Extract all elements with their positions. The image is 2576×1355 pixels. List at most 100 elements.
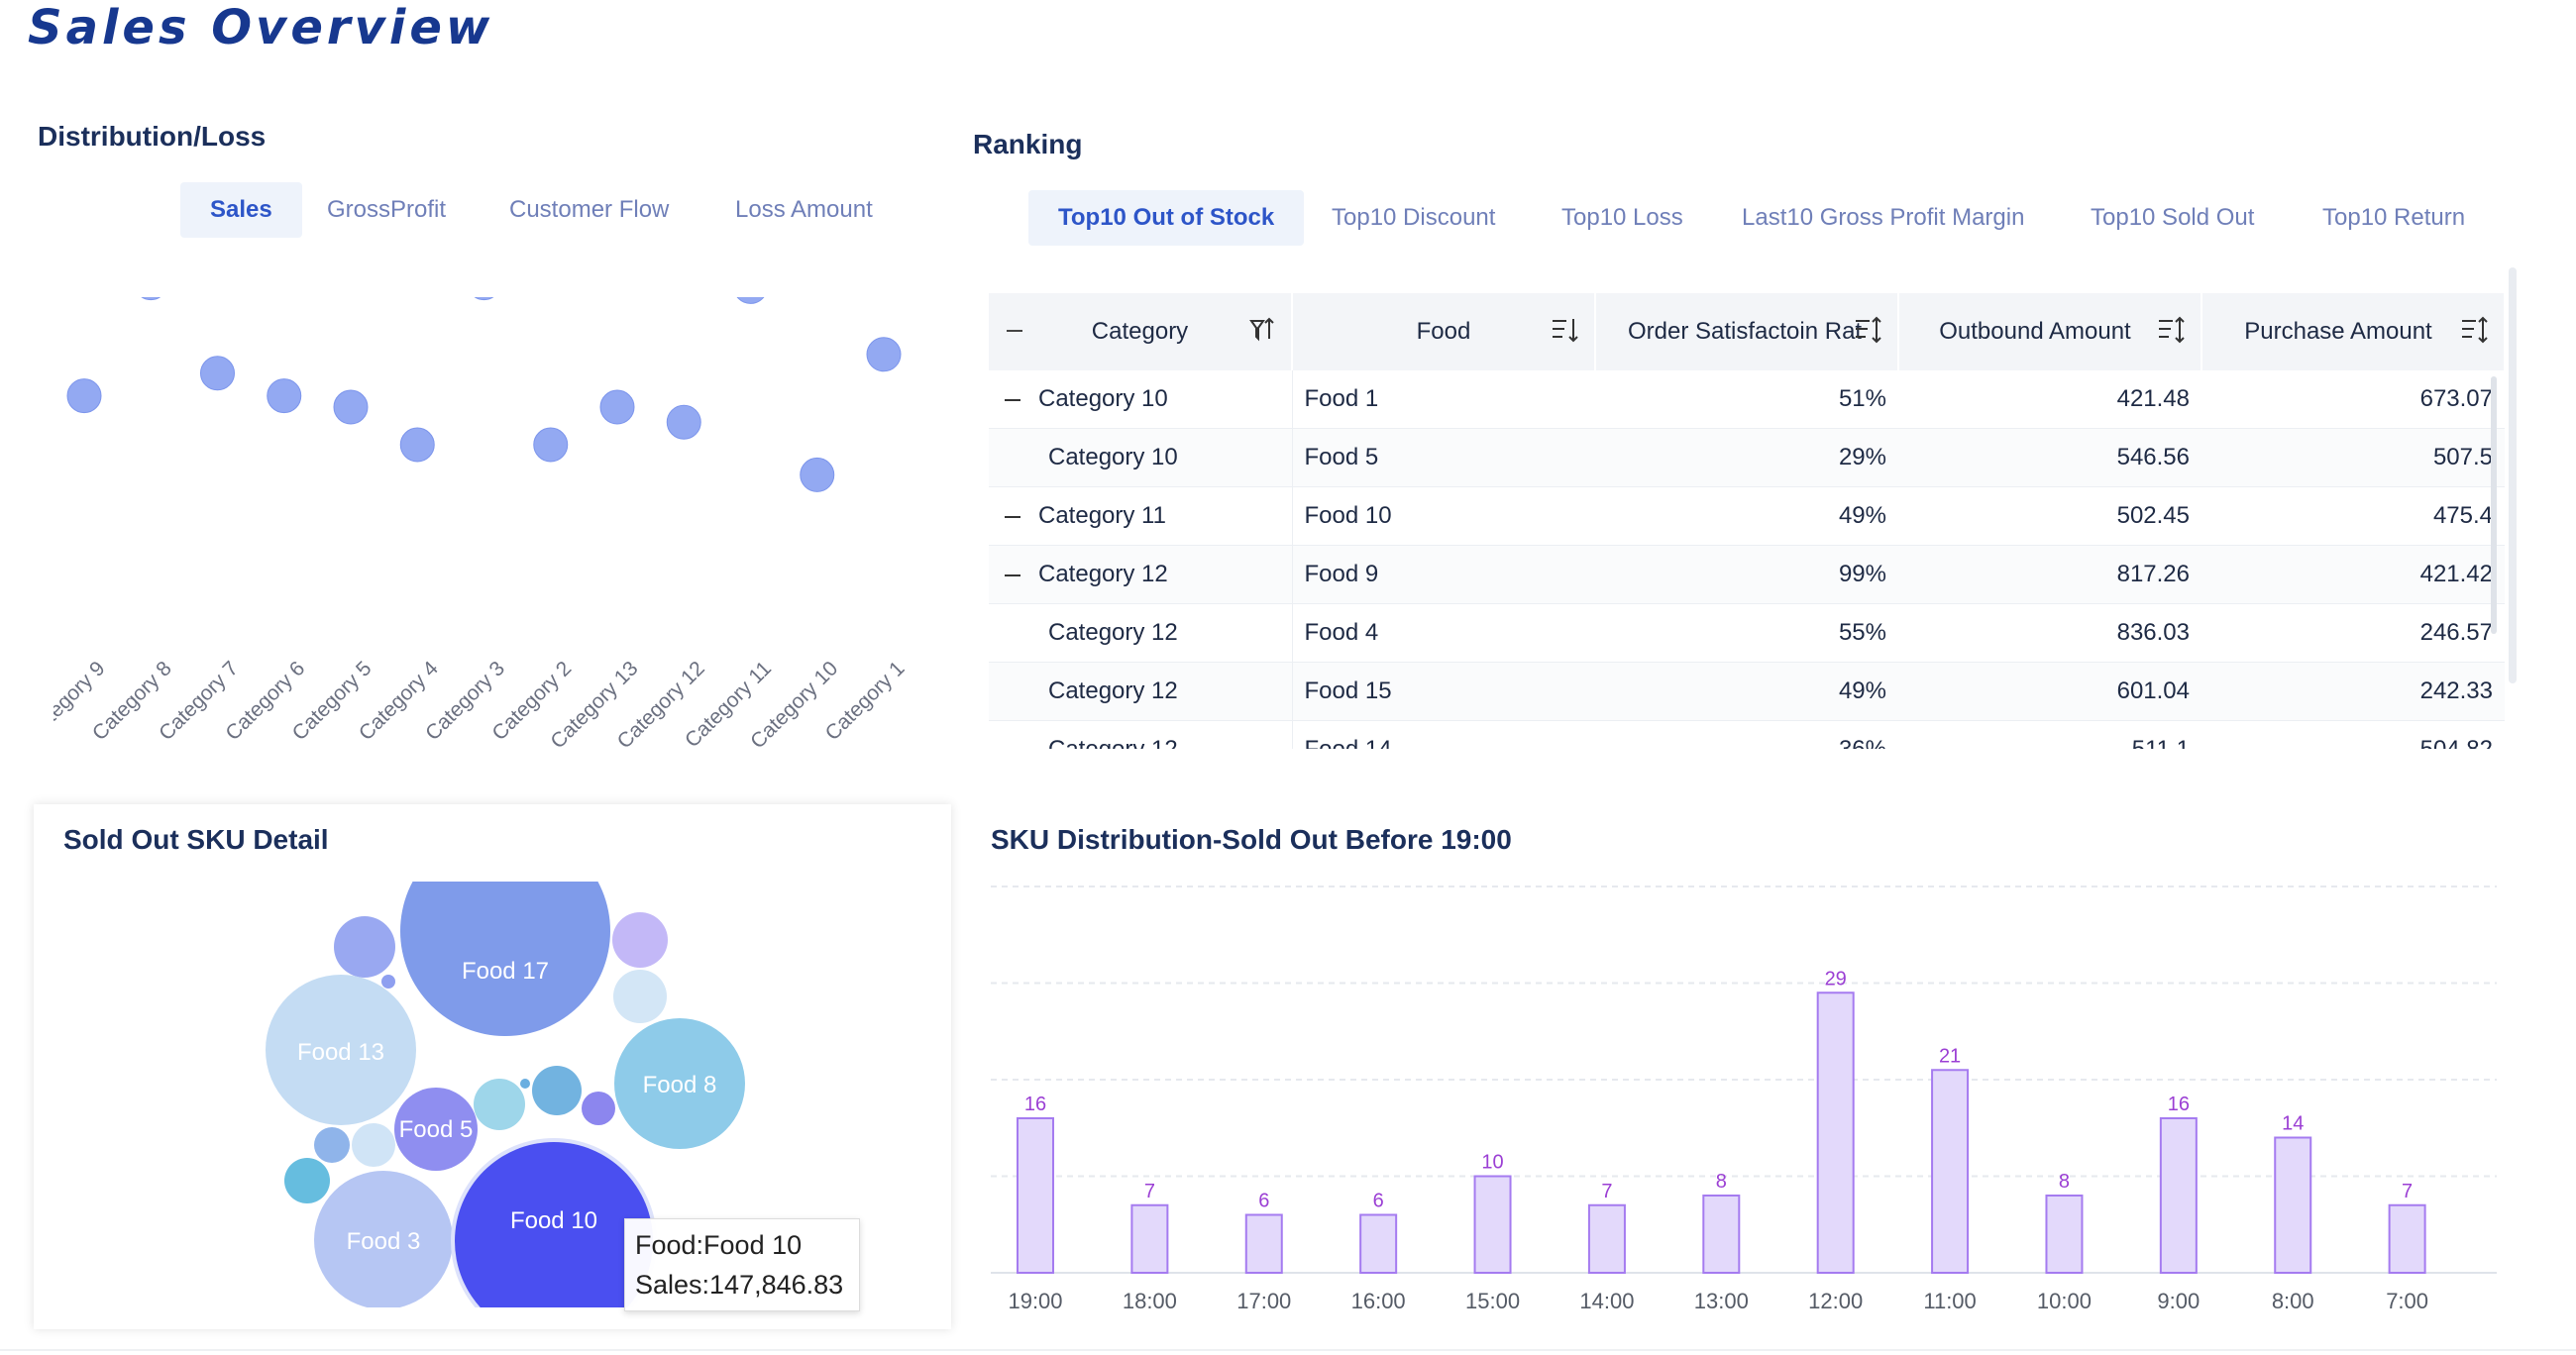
rate-text: 55%: [1838, 619, 1886, 646]
table-scrollbar[interactable]: [2491, 376, 2497, 634]
bubble[interactable]: [314, 1127, 350, 1163]
scatter-point[interactable]: [599, 389, 635, 425]
tab-top10-loss[interactable]: Top10 Loss: [1561, 204, 1683, 231]
rate-text: 51%: [1838, 385, 1886, 412]
x-tick-label: 15:00: [1465, 1289, 1520, 1313]
cell-outbound: 601.04: [1898, 662, 2201, 721]
tab-customer-flow[interactable]: Customer Flow: [509, 196, 670, 223]
cell-rate: 36%: [1595, 720, 1898, 749]
column-header-category[interactable]: Category: [989, 293, 1293, 370]
cell-food: Food 9: [1292, 545, 1595, 604]
scatter-point[interactable]: [200, 356, 235, 391]
tab-sales[interactable]: Sales: [180, 182, 302, 238]
bar[interactable]: [1359, 1213, 1398, 1274]
outbound-text: 421.48: [2116, 385, 2190, 412]
category-text: Category 11: [1038, 502, 1166, 529]
bar[interactable]: [2159, 1117, 2198, 1274]
bar[interactable]: [1587, 1203, 1626, 1274]
cell-category: Category 12: [989, 603, 1293, 663]
scatter-point[interactable]: [866, 337, 902, 372]
table-row[interactable]: Category 12 Food 9 99% 817.26 421.42: [989, 545, 2505, 604]
bar[interactable]: [1244, 1213, 1283, 1274]
scatter-point[interactable]: [468, 297, 501, 301]
cell-purchase: 246.57: [2201, 603, 2505, 663]
category-text: Category 12: [1048, 736, 1178, 749]
scatter-point[interactable]: [267, 378, 302, 414]
bubble-food-10[interactable]: [455, 1142, 653, 1307]
scatter-point[interactable]: [134, 297, 167, 301]
bubble[interactable]: [284, 1158, 330, 1203]
bar[interactable]: [2274, 1136, 2312, 1274]
food-text: Food 10: [1304, 502, 1392, 529]
bar-value-label: 29: [1825, 968, 1847, 990]
column-header-food[interactable]: Food: [1292, 293, 1596, 370]
sort-icon[interactable]: [1854, 313, 1883, 347]
bubble[interactable]: [520, 1079, 530, 1089]
bar[interactable]: [1702, 1195, 1741, 1274]
purchase-text: 421.42: [2419, 561, 2493, 587]
column-header-outbound-amount[interactable]: Outbound Amount: [1898, 293, 2202, 370]
bubble[interactable]: [334, 916, 395, 978]
scatter-point[interactable]: [399, 427, 435, 463]
tab-top10-discount[interactable]: Top10 Discount: [1332, 204, 1496, 231]
bar[interactable]: [2045, 1195, 2084, 1274]
table-row[interactable]: Category 12 Food 4 55% 836.03 246.57: [989, 603, 2505, 663]
bubble[interactable]: [582, 1092, 615, 1125]
tab-top10-out-of-stock[interactable]: Top10 Out of Stock: [1028, 190, 1305, 246]
table-row[interactable]: Category 10 Food 5 29% 546.56 507.5: [989, 428, 2505, 487]
bubble[interactable]: [532, 1066, 582, 1115]
bar[interactable]: [1816, 991, 1855, 1274]
purchase-text: 475.4: [2432, 502, 2493, 529]
tab-gross-profit[interactable]: GrossProfit: [327, 196, 447, 223]
bubble[interactable]: [613, 970, 667, 1023]
scatter-point[interactable]: [666, 404, 701, 440]
page-scrollbar[interactable]: [2509, 267, 2517, 683]
bar[interactable]: [2388, 1203, 2426, 1274]
collapse-icon[interactable]: [1005, 573, 1020, 576]
bar-value-label: 7: [1144, 1181, 1155, 1202]
filter-sort-icon[interactable]: [1247, 313, 1277, 347]
food-text: Food 4: [1304, 619, 1379, 646]
cell-food: Food 5: [1292, 428, 1595, 487]
scatter-point[interactable]: [66, 378, 102, 414]
bubble-food-17[interactable]: [400, 882, 610, 1036]
sort-icon[interactable]: [2460, 313, 2490, 347]
x-tick-label: 16:00: [1351, 1289, 1406, 1313]
bar[interactable]: [1130, 1203, 1169, 1274]
table-row[interactable]: Category 12 Food 15 49% 601.04 242.33: [989, 662, 2505, 721]
bubble[interactable]: [381, 975, 395, 989]
sort-descending-icon[interactable]: [1551, 313, 1580, 347]
table-row[interactable]: Category 10 Food 1 51% 421.48 673.07: [989, 370, 2505, 429]
scatter-point[interactable]: [333, 389, 369, 425]
bar[interactable]: [1017, 1117, 1054, 1274]
bubble-chart: Food 17 Food 13 Food 8 Food 5 Food 3 Foo…: [266, 882, 745, 1307]
tab-top10-return[interactable]: Top10 Return: [2322, 204, 2466, 231]
food-text: Food 14: [1305, 736, 1392, 749]
scatter-point[interactable]: [800, 457, 835, 492]
tab-last10-gross-profit-margin[interactable]: Last10 Gross Profit Margin: [1742, 204, 2025, 231]
food-text: Food 1: [1304, 385, 1379, 412]
column-header-order-satisfaction[interactable]: Order Satisfactoin Rat: [1595, 293, 1899, 370]
collapse-all-icon[interactable]: [1007, 330, 1022, 332]
tab-top10-sold-out[interactable]: Top10 Sold Out: [2091, 204, 2255, 231]
bubble-food-3[interactable]: [314, 1171, 453, 1307]
collapse-icon[interactable]: [1005, 398, 1020, 401]
collapse-icon[interactable]: [1005, 515, 1020, 518]
scatter-point[interactable]: [533, 427, 569, 463]
page-title: Sales Overview: [28, 0, 494, 55]
column-header-purchase-amount[interactable]: Purchase Amount: [2201, 293, 2505, 370]
bubble-food-13[interactable]: [266, 975, 416, 1125]
bar[interactable]: [1473, 1175, 1512, 1274]
bubble-food-8[interactable]: [614, 1018, 745, 1149]
bubble[interactable]: [352, 1123, 395, 1167]
bubble[interactable]: [474, 1079, 525, 1130]
bubble[interactable]: [612, 912, 668, 968]
sort-icon[interactable]: [2157, 313, 2187, 347]
table-row[interactable]: Category 12 Food 14 36% 511.1 504.82: [989, 720, 2505, 749]
tab-loss-amount[interactable]: Loss Amount: [735, 196, 873, 223]
table-row[interactable]: Category 11 Food 10 49% 502.45 475.4: [989, 486, 2505, 546]
bar[interactable]: [1931, 1069, 1970, 1274]
scatter-point[interactable]: [734, 297, 768, 304]
distribution-title: Distribution/Loss: [38, 121, 267, 152]
bubble-food-5[interactable]: [394, 1088, 478, 1171]
